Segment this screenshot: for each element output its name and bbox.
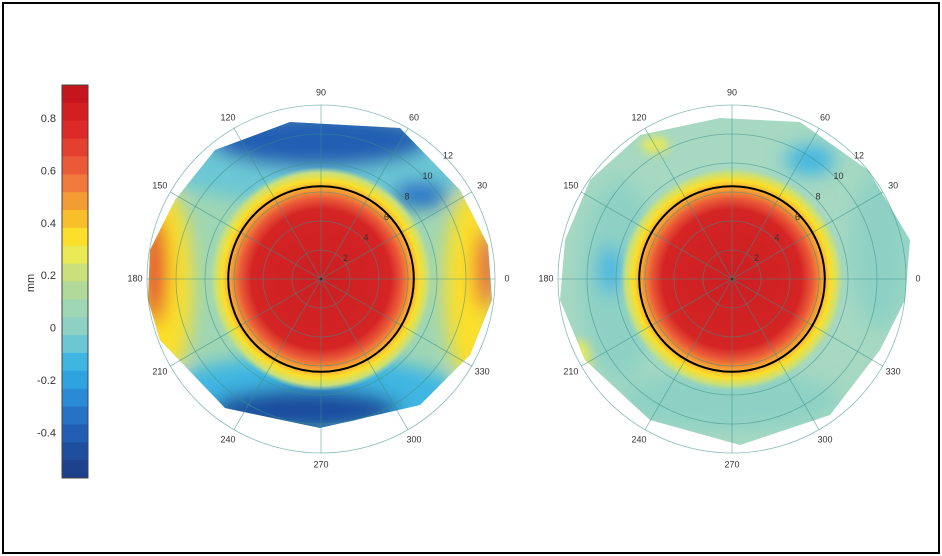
color-band bbox=[62, 335, 88, 354]
radius-label: 12 bbox=[854, 150, 864, 160]
color-band bbox=[62, 138, 88, 157]
angle-label: 60 bbox=[820, 112, 830, 122]
colorbar-tick-label: 0.8 bbox=[41, 113, 56, 125]
angle-label: 330 bbox=[886, 366, 901, 376]
color-band bbox=[62, 227, 88, 247]
angle-label: 210 bbox=[563, 366, 578, 376]
radius-label: 10 bbox=[834, 171, 844, 181]
radius-label: 6 bbox=[384, 212, 389, 222]
polar-spoke bbox=[731, 128, 820, 280]
polar-spoke bbox=[731, 278, 883, 367]
color-band bbox=[62, 245, 88, 265]
colorbar-tick-label: 0 bbox=[50, 323, 56, 335]
angle-label: 120 bbox=[220, 112, 235, 122]
color-band bbox=[62, 174, 88, 193]
color-band bbox=[62, 388, 88, 408]
radius-label: 4 bbox=[364, 232, 369, 242]
color-band bbox=[62, 263, 88, 282]
radius-label: 2 bbox=[754, 253, 759, 263]
optical-zone bbox=[227, 185, 415, 373]
color-band bbox=[62, 352, 88, 372]
radius-label: 8 bbox=[816, 191, 821, 201]
angle-label: 210 bbox=[152, 366, 167, 376]
angle-label: 270 bbox=[724, 459, 739, 469]
polar-spoke bbox=[170, 278, 322, 367]
angle-label: 0 bbox=[915, 273, 920, 283]
color-band bbox=[62, 317, 88, 336]
colorbar-outline bbox=[61, 84, 89, 479]
color-band bbox=[62, 120, 88, 140]
color-band bbox=[62, 210, 88, 229]
angle-label: 90 bbox=[316, 87, 326, 97]
radius-label: 6 bbox=[795, 212, 800, 222]
polar-spoke bbox=[644, 278, 733, 430]
center-dot bbox=[730, 277, 734, 281]
angle-label: 240 bbox=[220, 434, 235, 444]
radius-label: 10 bbox=[423, 171, 433, 181]
color-band bbox=[62, 156, 88, 175]
polar-spoke bbox=[320, 278, 409, 430]
polar-spoke bbox=[233, 128, 322, 280]
color-band bbox=[62, 102, 88, 122]
radius-label: 4 bbox=[775, 232, 780, 242]
polar-spoke bbox=[320, 191, 472, 280]
colorbar-label: mm bbox=[25, 274, 37, 292]
polar-spoke bbox=[731, 278, 820, 430]
polar-spoke bbox=[320, 278, 472, 367]
colorbar-tick-label: 0.2 bbox=[41, 270, 56, 282]
color-band bbox=[62, 281, 88, 300]
angle-label: 30 bbox=[477, 180, 487, 190]
angle-label: 90 bbox=[727, 87, 737, 97]
colorbar-tick-label: -0.4 bbox=[37, 427, 56, 439]
angle-label: 180 bbox=[538, 273, 553, 283]
angle-label: 300 bbox=[406, 434, 421, 444]
polar-spoke bbox=[581, 278, 733, 367]
colorbar-tick-label: 0.4 bbox=[41, 218, 56, 230]
polar-spoke bbox=[320, 128, 409, 280]
angle-label: 150 bbox=[152, 180, 167, 190]
angle-label: 240 bbox=[631, 434, 646, 444]
angle-label: 120 bbox=[631, 112, 646, 122]
polar-spoke bbox=[170, 191, 322, 280]
angle-label: 300 bbox=[817, 434, 832, 444]
angle-label: 330 bbox=[475, 366, 490, 376]
color-band bbox=[62, 424, 88, 443]
color-band bbox=[62, 85, 88, 104]
polar-spoke bbox=[644, 128, 733, 280]
color-band bbox=[62, 370, 88, 390]
colorbar-tick-label: 0.6 bbox=[41, 165, 56, 177]
color-band bbox=[62, 442, 88, 461]
optical-zone bbox=[638, 185, 826, 373]
colorbar-tick-label: -0.2 bbox=[37, 375, 56, 387]
angle-label: 60 bbox=[409, 112, 419, 122]
angle-label: 30 bbox=[888, 180, 898, 190]
angle-label: 180 bbox=[127, 273, 142, 283]
polar-spoke bbox=[233, 278, 322, 430]
color-band bbox=[62, 406, 88, 425]
center-dot bbox=[319, 277, 323, 281]
polar-spoke bbox=[581, 191, 733, 280]
color-band bbox=[62, 299, 88, 318]
radius-label: 2 bbox=[343, 253, 348, 263]
radius-label: 8 bbox=[405, 191, 410, 201]
angle-label: 150 bbox=[563, 180, 578, 190]
angle-label: 0 bbox=[504, 273, 509, 283]
angle-label: 270 bbox=[313, 459, 328, 469]
color-band bbox=[62, 192, 88, 211]
polar-spoke bbox=[731, 191, 883, 280]
radius-label: 12 bbox=[443, 150, 453, 160]
color-band bbox=[62, 460, 88, 479]
